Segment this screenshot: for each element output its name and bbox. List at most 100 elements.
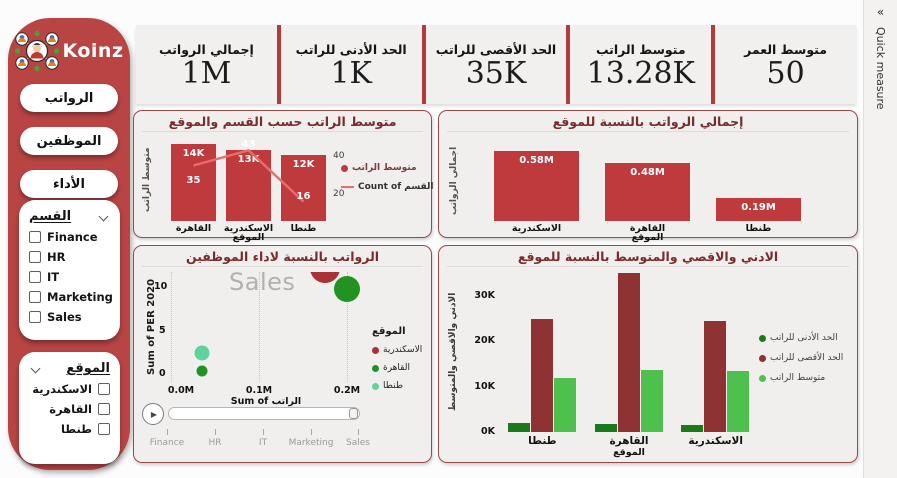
plot-area [499,272,759,432]
checkbox[interactable] [29,251,41,263]
checkbox[interactable] [98,383,110,395]
legend-label: الاسكندرية [383,345,423,355]
slicer-item[interactable]: Finance [29,230,110,244]
bar-الاسكندرية[interactable]: 13K [226,149,271,221]
scatter-point-القاهرة[interactable] [334,276,360,302]
slicer-item-label: طنطا [60,422,92,436]
bar-value-label: 14K [182,148,205,160]
legend-item[interactable]: Count of القسم [341,182,433,192]
legend-item[interactable]: الحد الأدنى للراتب [759,333,843,343]
x-category-label: القاهرة [175,223,212,234]
chevron-down-icon[interactable] [98,211,109,222]
bar-طنطا-2[interactable] [530,318,553,432]
legend-item[interactable]: القاهرة [372,363,430,373]
chart-title: متوسط الراتب حسب القسم والموقع [142,114,423,132]
play-button[interactable]: ▶ [142,403,164,425]
bar-طنطا-1[interactable] [507,422,530,432]
scatter-point-القاهرة[interactable] [196,365,208,377]
checkbox[interactable] [29,291,41,303]
bar-القاهرة[interactable]: 14K [171,144,216,221]
play-axis-tick [358,429,359,435]
slicer-item[interactable]: Sales [29,310,110,324]
legend-label: متوسط الراتب [770,373,826,383]
bar-value-label: 0.48M [630,166,665,178]
checkbox[interactable] [29,311,41,323]
slicer-item-label: IT [47,270,60,284]
bar-طنطا[interactable]: 12K [281,155,326,221]
bar-الاسكندرية[interactable]: 0.58M [494,150,579,221]
bar-الاسكندرية-2[interactable] [704,321,727,432]
play-axis-label[interactable]: HR [208,438,222,448]
slicer-header[interactable]: الموقع [29,361,110,376]
kpi-divider [566,25,571,104]
slider-handle[interactable] [349,408,358,419]
slicer-item-label: الاسكندرية [32,382,92,396]
legend-label: Count of القسم [358,182,434,192]
checkbox[interactable] [29,231,41,243]
sidebar-item-1[interactable]: الرواتب [20,84,118,112]
kpi-label: متوسط العمر [744,41,828,57]
bar-القاهرة[interactable]: 0.48M [605,162,690,221]
kpi-value: 50 [766,55,805,91]
play-axis-tick [215,429,216,435]
slicer-item[interactable]: الاسكندرية [29,382,110,396]
bar-الاسكندرية-1[interactable] [681,425,704,432]
line-value-label: 35 [186,174,201,186]
series-dot-icon [372,364,379,372]
bar-القاهرة-1[interactable] [594,423,617,432]
bar-value-label: 0.19M [741,202,776,213]
slicer-item-label: القاهرة [49,402,92,416]
play-axis-slider[interactable] [168,407,360,420]
plot-area: 0.58M 0.48M 0.19M [481,141,814,221]
kpi-card-5: متوسط العمر 50 [715,25,856,104]
slicer-item[interactable]: Marketing [29,290,113,304]
legend-item[interactable]: الحد الأقصى للراتب [759,353,843,363]
play-axis-tick [263,429,264,435]
bar-القاهرة-3[interactable] [640,369,663,432]
x-tick-label: 0.0M [167,385,195,396]
play-axis-label[interactable]: Marketing [288,438,334,448]
x-category-label: القاهرة [629,223,666,234]
slicer-item[interactable]: القاهرة [29,402,110,416]
slicer-item[interactable]: HR [29,250,110,264]
scatter-point-طنطا[interactable] [194,345,210,361]
kpi-value: 1K [330,55,372,91]
checkbox[interactable] [29,271,41,283]
legend-item[interactable]: طنطا [372,381,430,391]
play-axis-label[interactable]: Finance [149,438,185,448]
y-tick-label: 0 [159,368,166,379]
legend-item[interactable]: متوسط الراتب [341,163,433,173]
collapse-panel-icon[interactable]: « [876,5,885,19]
legend-item[interactable]: الاسكندرية [372,345,430,355]
series-line-icon [341,186,354,188]
series-dot-icon [759,374,766,382]
checkbox[interactable] [98,423,110,435]
bar-القاهرة-2[interactable] [617,273,640,432]
sidebar-item-2[interactable]: الموظفين [20,127,118,155]
slicer-item[interactable]: طنطا [29,422,110,436]
slicer-title: الموقع [66,361,110,376]
play-axis-label[interactable]: IT [258,438,268,448]
kpi-label: الحد الأقصى للراتب [435,41,557,57]
chart-min-max-avg-by-location: الادني والاقصي والمتوسط بالنسبة للموقع ا… [438,245,858,463]
sidebar-item-3[interactable]: الأداء [20,170,118,198]
checkbox[interactable] [98,403,110,415]
slicer-header[interactable]: القسم [29,209,110,224]
line-value-label: 16 [296,190,311,202]
chevron-down-icon[interactable] [30,363,41,374]
x-category-label: طنطا [528,435,557,447]
y-axis-label: اجمالي الرواتب [449,146,459,216]
y-axis-label: الادني والاقصي والمتوسط [448,292,458,412]
bar-طنطا-3[interactable] [553,377,576,432]
kpi-card-3: الحد الأقصى للراتب 35K [425,25,567,104]
bar-طنطا[interactable]: 0.19M [716,198,801,221]
slicer-item[interactable]: IT [29,270,110,284]
play-axis-label[interactable]: Sales [346,438,370,448]
legend-item[interactable]: متوسط الراتب [759,373,843,383]
x-axis-title: الموقع [631,232,664,243]
legend-label: متوسط الراتب [352,163,417,173]
x-axis-title: الموقع [232,232,265,243]
bar-الاسكندرية-3[interactable] [727,370,750,432]
x-category-label: الاسكندرية [223,223,274,234]
scatter-point-الاسكندرية[interactable] [310,272,340,283]
